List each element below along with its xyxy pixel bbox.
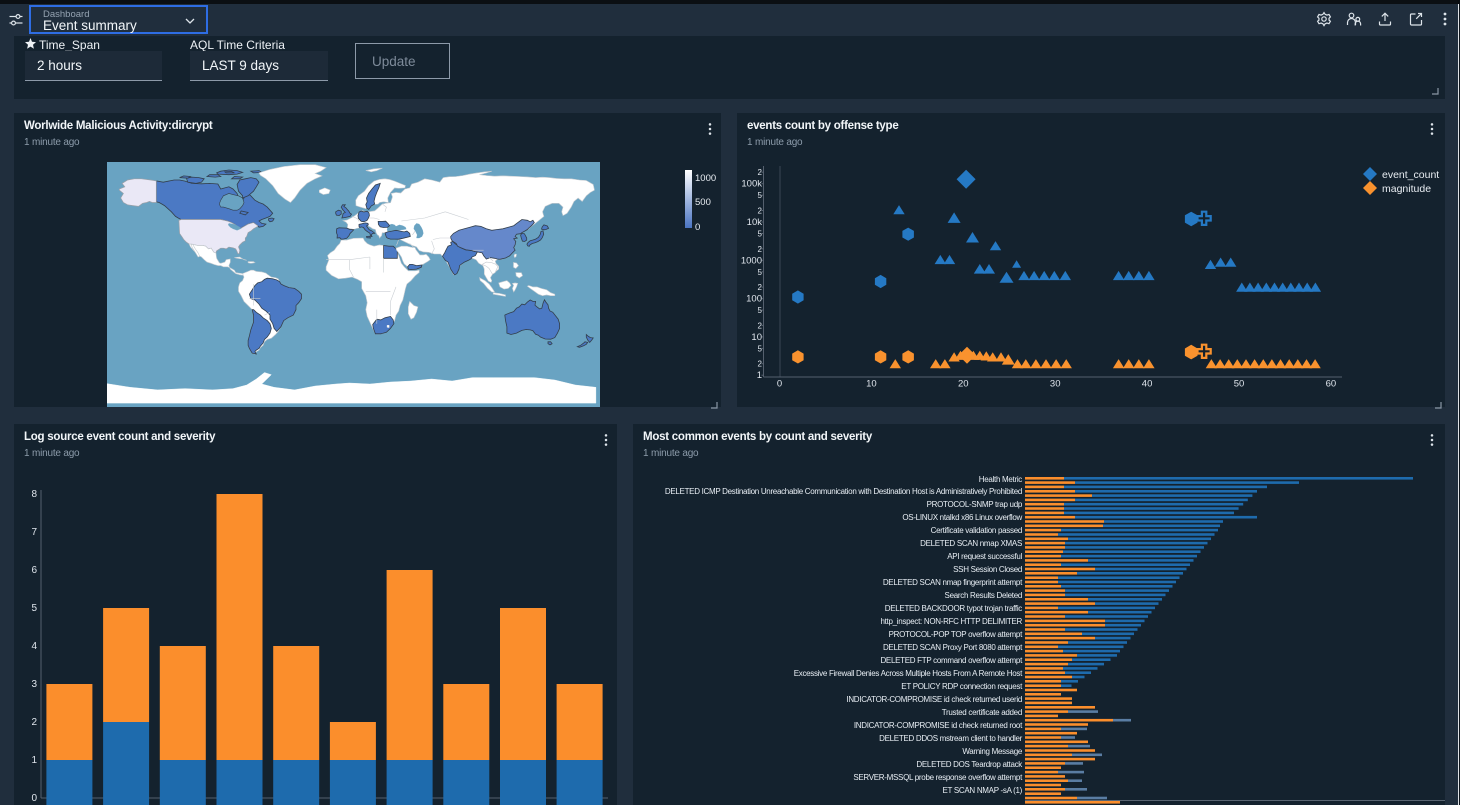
- svg-text:Certificate validation passed: Certificate validation passed: [931, 526, 1022, 535]
- svg-text:7: 7: [31, 527, 37, 538]
- svg-text:8: 8: [31, 489, 37, 500]
- svg-text:10: 10: [866, 379, 877, 390]
- svg-text:2: 2: [31, 717, 37, 728]
- svg-text:20: 20: [958, 379, 969, 390]
- svg-text:2: 2: [758, 207, 763, 216]
- svg-text:6: 6: [31, 565, 37, 576]
- svg-text:0: 0: [695, 222, 700, 230]
- svg-text:2: 2: [758, 168, 763, 177]
- svg-text:2: 2: [758, 360, 763, 369]
- svg-text:5: 5: [31, 603, 37, 614]
- svg-text:magnitude: magnitude: [1382, 183, 1431, 195]
- svg-text:5: 5: [758, 230, 763, 239]
- svg-text:DELETED SCAN Proxy Port 8080 a: DELETED SCAN Proxy Port 8080 attempt: [883, 643, 1023, 652]
- svg-text:500: 500: [695, 197, 711, 208]
- svg-text:DELETED BACKDOOR typot trojan: DELETED BACKDOOR typot trojan traffic: [885, 604, 1023, 613]
- svg-text:ET POLICY RDP connection reque: ET POLICY RDP connection request: [901, 682, 1023, 691]
- svg-text:30: 30: [1050, 379, 1061, 390]
- svg-text:100k: 100k: [741, 179, 762, 190]
- svg-text:5: 5: [758, 306, 763, 315]
- svg-text:0: 0: [777, 379, 782, 390]
- svg-text:INDICATOR-COMPROMISE id check: INDICATOR-COMPROMISE id check returned r…: [854, 721, 1023, 730]
- svg-text:100: 100: [746, 294, 762, 305]
- svg-text:INDICATOR-COMPROMISE id check: INDICATOR-COMPROMISE id check returned u…: [846, 695, 1022, 704]
- svg-text:2: 2: [758, 321, 763, 330]
- svg-text:50: 50: [1234, 379, 1245, 390]
- svg-text:event_count: event_count: [1382, 169, 1439, 181]
- svg-text:60: 60: [1326, 379, 1337, 390]
- svg-text:OS-LINUX ntalkd x86 Linux over: OS-LINUX ntalkd x86 Linux overflow: [902, 513, 1022, 522]
- svg-text:API request successful: API request successful: [947, 552, 1022, 561]
- svg-text:SSH Session Closed: SSH Session Closed: [953, 565, 1022, 574]
- svg-text:PROTOCOL-POP TOP overflow atte: PROTOCOL-POP TOP overflow attempt: [889, 630, 1023, 639]
- svg-text:2: 2: [758, 245, 763, 254]
- svg-text:PROTOCOL-SNMP trap udp: PROTOCOL-SNMP trap udp: [927, 500, 1023, 509]
- svg-text:http_inspect: NON-RFC HTTP DEL: http_inspect: NON-RFC HTTP DELIMITER: [880, 617, 1022, 626]
- svg-text:Excessive Firewall Denies Acro: Excessive Firewall Denies Across Multipl…: [794, 669, 1023, 678]
- svg-text:DELETED FTP command overflow a: DELETED FTP command overflow attempt: [880, 656, 1023, 665]
- svg-text:5: 5: [758, 191, 763, 200]
- svg-text:1: 1: [757, 370, 762, 381]
- svg-text:5: 5: [758, 344, 763, 353]
- svg-text:4: 4: [31, 641, 37, 652]
- svg-text:1: 1: [31, 755, 37, 766]
- svg-text:5: 5: [758, 268, 763, 277]
- svg-text:1000: 1000: [741, 255, 762, 266]
- svg-text:Health Metric: Health Metric: [979, 475, 1023, 484]
- svg-text:Search Results Deleted: Search Results Deleted: [945, 591, 1022, 600]
- svg-text:ET SCAN NMAP -sA (1): ET SCAN NMAP -sA (1): [942, 786, 1022, 795]
- svg-text:1000: 1000: [695, 173, 716, 184]
- svg-text:SERVER-MSSQL probe response ov: SERVER-MSSQL probe response overflow att…: [853, 773, 1023, 782]
- svg-text:40: 40: [1142, 379, 1153, 390]
- svg-text:0: 0: [31, 793, 37, 804]
- svg-text:DELETED SCAN nmap fingerprint: DELETED SCAN nmap fingerprint attempt: [883, 578, 1023, 587]
- svg-text:3: 3: [31, 679, 37, 690]
- svg-text:DELETED DOS Teardrop attack: DELETED DOS Teardrop attack: [916, 760, 1023, 769]
- svg-text:10k: 10k: [747, 217, 763, 228]
- svg-text:Trusted certificate added: Trusted certificate added: [942, 708, 1022, 717]
- svg-text:DELETED DDOS mstream client to: DELETED DDOS mstream client to handler: [879, 734, 1023, 743]
- svg-text:2: 2: [758, 283, 763, 292]
- svg-text:DELETED SCAN nmap XMAS: DELETED SCAN nmap XMAS: [920, 539, 1022, 548]
- svg-text:Warning Message: Warning Message: [962, 747, 1023, 756]
- svg-text:DELETED ICMP Destination Unrea: DELETED ICMP Destination Unreachable Com…: [665, 487, 1022, 496]
- svg-text:10: 10: [751, 332, 762, 343]
